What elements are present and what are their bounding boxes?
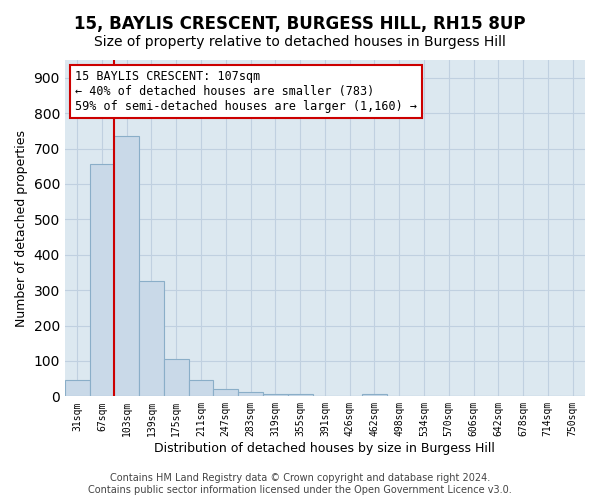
Bar <box>188 380 214 396</box>
X-axis label: Distribution of detached houses by size in Burgess Hill: Distribution of detached houses by size … <box>154 442 496 455</box>
Bar <box>89 164 115 396</box>
Text: Contains HM Land Registry data © Crown copyright and database right 2024.
Contai: Contains HM Land Registry data © Crown c… <box>88 474 512 495</box>
Bar <box>214 390 238 396</box>
Y-axis label: Number of detached properties: Number of detached properties <box>15 130 28 326</box>
Bar <box>238 392 263 396</box>
Bar <box>139 282 164 397</box>
Bar <box>263 394 288 396</box>
Bar <box>164 359 188 397</box>
Bar <box>362 394 387 396</box>
Bar <box>288 394 313 396</box>
Text: 15, BAYLIS CRESCENT, BURGESS HILL, RH15 8UP: 15, BAYLIS CRESCENT, BURGESS HILL, RH15 … <box>74 15 526 33</box>
Text: Size of property relative to detached houses in Burgess Hill: Size of property relative to detached ho… <box>94 35 506 49</box>
Text: 15 BAYLIS CRESCENT: 107sqm
← 40% of detached houses are smaller (783)
59% of sem: 15 BAYLIS CRESCENT: 107sqm ← 40% of deta… <box>75 70 417 113</box>
Bar <box>65 380 89 396</box>
Bar <box>115 136 139 396</box>
